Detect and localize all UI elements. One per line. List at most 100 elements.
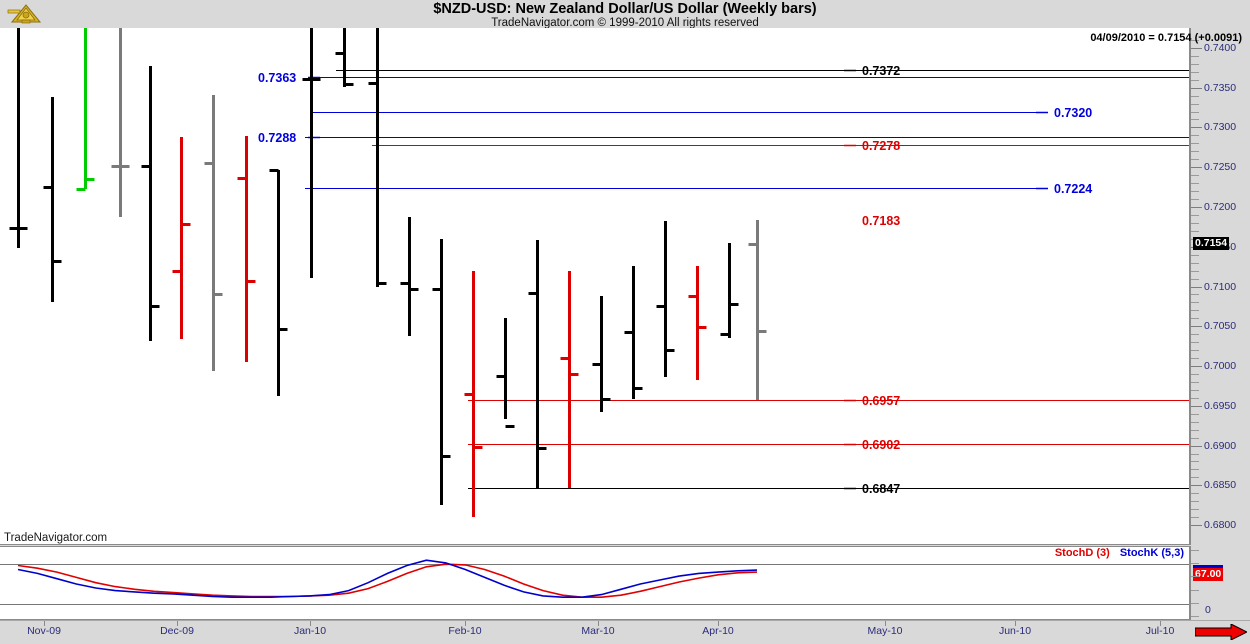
ohlc-bar[interactable] xyxy=(172,137,191,339)
chart-subtitle: TradeNavigator.com © 1999-2010 All right… xyxy=(491,17,759,29)
ohlc-bar[interactable] xyxy=(9,28,28,248)
sextant-logo-icon xyxy=(4,2,48,26)
price-axis-tick xyxy=(1191,485,1202,486)
stochastic-axis-tick xyxy=(1191,616,1199,617)
ohlc-bar[interactable] xyxy=(204,95,223,371)
date-axis-tick xyxy=(465,621,466,626)
ohlc-bar[interactable] xyxy=(76,28,95,191)
price-axis-tick xyxy=(1191,446,1202,447)
forward-arrow-icon[interactable] xyxy=(1195,624,1247,640)
price-axis-tick xyxy=(1191,525,1202,526)
price-chart-pane[interactable]: 0.7372 0.7363 0.7320 0.7288 0.7278 0.7224 0.71… xyxy=(0,28,1190,545)
ohlc-bar[interactable] xyxy=(528,240,547,488)
price-axis-tick xyxy=(1191,350,1199,351)
stochastic-current-value: 67.00 xyxy=(1193,565,1224,581)
ohlc-bar[interactable] xyxy=(464,271,483,517)
ohlc-bar[interactable] xyxy=(400,217,419,336)
price-axis-tick xyxy=(1191,263,1199,264)
stochastic-axis: 67.00 0 xyxy=(1190,546,1250,620)
price-axis-tick xyxy=(1191,88,1202,89)
date-axis-label: Feb-10 xyxy=(448,625,482,637)
date-axis-label: Nov-09 xyxy=(27,625,61,637)
price-axis-tick xyxy=(1191,477,1199,478)
ohlc-bar[interactable] xyxy=(368,28,387,287)
date-axis-label: Jun-10 xyxy=(998,625,1032,637)
price-level-label: 0.7278 xyxy=(862,139,900,153)
ohlc-bar[interactable] xyxy=(720,243,739,338)
price-axis-label: 0.6850 xyxy=(1204,479,1237,491)
ohlc-bar[interactable] xyxy=(560,271,579,488)
last-quote-readout: 04/09/2010 = 0.7154 (+0.0091) xyxy=(1090,32,1242,44)
price-axis-tick xyxy=(1191,56,1199,57)
ohlc-bar[interactable] xyxy=(335,28,354,87)
price-axis-tick xyxy=(1191,159,1199,160)
ohlc-bar[interactable] xyxy=(43,97,62,302)
date-axis-tick xyxy=(598,621,599,626)
price-axis-tick xyxy=(1191,80,1199,81)
ohlc-bar[interactable] xyxy=(496,318,515,428)
ohlc-bar[interactable] xyxy=(269,169,288,396)
stochastic-pane[interactable] xyxy=(0,546,1190,620)
stochastic-axis-tick xyxy=(1191,550,1199,551)
chart-title: $NZD-USD: New Zealand Dollar/US Dollar (… xyxy=(433,1,817,17)
stochastic-axis-tick xyxy=(1191,590,1199,591)
price-axis-tick xyxy=(1191,414,1199,415)
price-level-label: 0.6902 xyxy=(862,438,900,452)
ohlc-bar[interactable] xyxy=(302,28,321,278)
price-axis-label: 0.7100 xyxy=(1204,281,1237,293)
stochastic-axis-tick xyxy=(1191,576,1199,577)
current-price-badge: 0.7154 xyxy=(1193,237,1230,250)
date-axis-label: Jul-10 xyxy=(1145,625,1175,637)
ohlc-bar[interactable] xyxy=(624,266,643,399)
stochastic-plot xyxy=(0,559,1189,605)
price-axis-tick xyxy=(1191,358,1199,359)
price-axis-tick xyxy=(1191,398,1199,399)
stochastic-k-line xyxy=(17,559,758,599)
ohlc-bar[interactable] xyxy=(141,66,160,341)
ohlc-bar[interactable] xyxy=(432,239,451,505)
price-axis-tick xyxy=(1191,334,1199,335)
price-axis-label: 0.7350 xyxy=(1204,82,1237,94)
date-axis-tick xyxy=(44,621,45,626)
date-axis-label: Dec-09 xyxy=(160,625,194,637)
price-axis-tick xyxy=(1191,151,1199,152)
stochastic-k-legend: StochK (5,3) xyxy=(1119,547,1184,559)
date-axis-tick xyxy=(1160,621,1161,626)
price-axis-label: 0.7000 xyxy=(1204,360,1237,372)
ohlc-bar[interactable] xyxy=(111,28,130,217)
price-level-label: 0.6957 xyxy=(862,394,900,408)
ohlc-bar[interactable] xyxy=(656,221,675,377)
price-axis-tick xyxy=(1191,72,1199,73)
price-level-label: 0.7224 xyxy=(1054,182,1092,196)
ohlc-bar[interactable] xyxy=(237,136,256,362)
price-axis-tick xyxy=(1191,422,1199,423)
price-level-label: 0.6847 xyxy=(862,482,900,496)
ohlc-bar[interactable] xyxy=(748,220,767,400)
ohlc-bar[interactable] xyxy=(592,296,611,412)
price-axis-tick xyxy=(1191,175,1199,176)
price-axis-tick xyxy=(1191,199,1199,200)
date-axis-tick xyxy=(1015,621,1016,626)
date-axis[interactable]: Nov-09 Dec-09 Jan-10 Feb-10 Mar-10 Apr-10 May-… xyxy=(0,620,1250,644)
stochastic-axis-tick xyxy=(1191,563,1199,564)
price-axis-label: 0.7300 xyxy=(1204,121,1237,133)
price-axis-tick xyxy=(1191,191,1199,192)
price-axis-tick xyxy=(1191,342,1199,343)
date-axis-tick xyxy=(310,621,311,626)
stochastic-d-legend: StochD (3) xyxy=(1054,547,1110,559)
price-axis-tick xyxy=(1191,374,1199,375)
price-level-label: 0.7320 xyxy=(1054,106,1092,120)
price-axis-tick xyxy=(1191,326,1202,327)
price-axis-tick xyxy=(1191,302,1199,303)
ohlc-bar[interactable] xyxy=(688,266,707,380)
window-header: $NZD-USD: New Zealand Dollar/US Dollar (… xyxy=(0,0,1250,29)
stochastic-d-line xyxy=(17,563,758,599)
date-axis-label: Apr-10 xyxy=(702,625,734,637)
price-axis-tick xyxy=(1191,287,1202,288)
date-axis-tick xyxy=(718,621,719,626)
price-axis-tick xyxy=(1191,183,1199,184)
price-axis-label: 0.6800 xyxy=(1204,519,1237,531)
price-level-label: 0.7288 xyxy=(258,131,296,145)
price-axis[interactable]: 0.74000.73500.73000.72500.72000.71500.71… xyxy=(1190,28,1250,545)
